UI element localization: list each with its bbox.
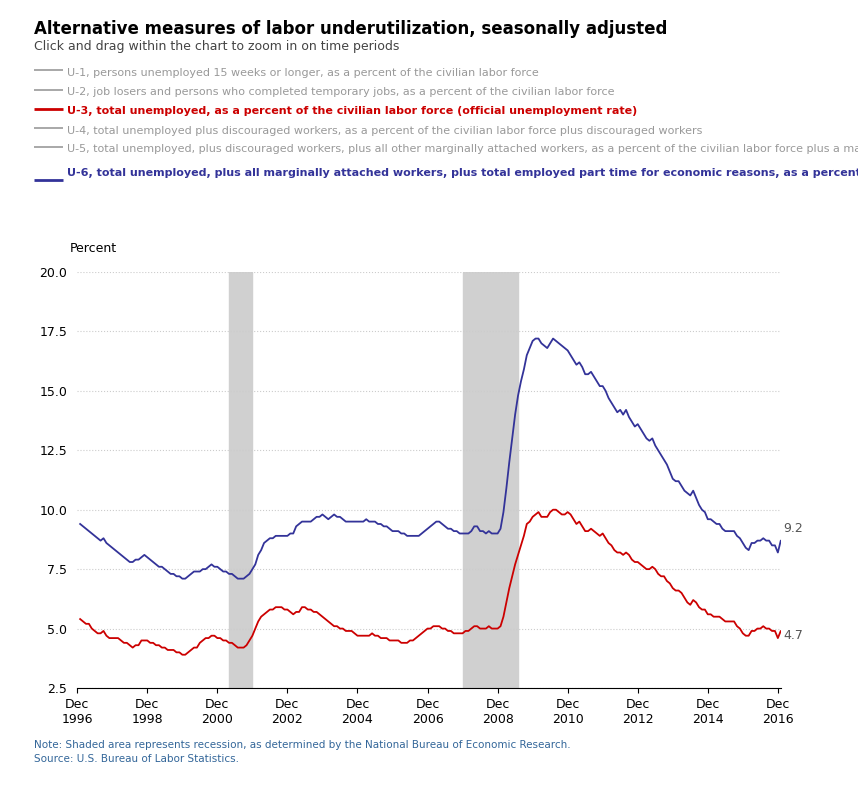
Text: 9.2: 9.2 xyxy=(783,522,803,535)
Text: U-2, job losers and persons who completed temporary jobs, as a percent of the ci: U-2, job losers and persons who complete… xyxy=(67,87,614,98)
Text: 4.7: 4.7 xyxy=(783,630,803,642)
Text: Alternative measures of labor underutilization, seasonally adjusted: Alternative measures of labor underutili… xyxy=(34,20,668,38)
Text: Click and drag within the chart to zoom in on time periods: Click and drag within the chart to zoom … xyxy=(34,40,400,53)
Text: U-5, total unemployed, plus discouraged workers, plus all other marginally attac: U-5, total unemployed, plus discouraged … xyxy=(67,144,858,154)
Text: U-3, total unemployed, as a percent of the civilian labor force (official unempl: U-3, total unemployed, as a percent of t… xyxy=(67,106,637,116)
Text: U-4, total unemployed plus discouraged workers, as a percent of the civilian lab: U-4, total unemployed plus discouraged w… xyxy=(67,126,703,135)
Text: Source: U.S. Bureau of Labor Statistics.: Source: U.S. Bureau of Labor Statistics. xyxy=(34,754,239,763)
Text: U-6, total unemployed, plus all marginally attached workers, plus total employed: U-6, total unemployed, plus all marginal… xyxy=(67,168,858,178)
Text: U-1, persons unemployed 15 weeks or longer, as a percent of the civilian labor f: U-1, persons unemployed 15 weeks or long… xyxy=(67,68,539,78)
Text: Percent: Percent xyxy=(70,242,118,255)
Bar xyxy=(229,272,252,688)
Bar xyxy=(462,272,518,688)
Text: Note: Shaded area represents recession, as determined by the National Bureau of : Note: Shaded area represents recession, … xyxy=(34,740,571,750)
